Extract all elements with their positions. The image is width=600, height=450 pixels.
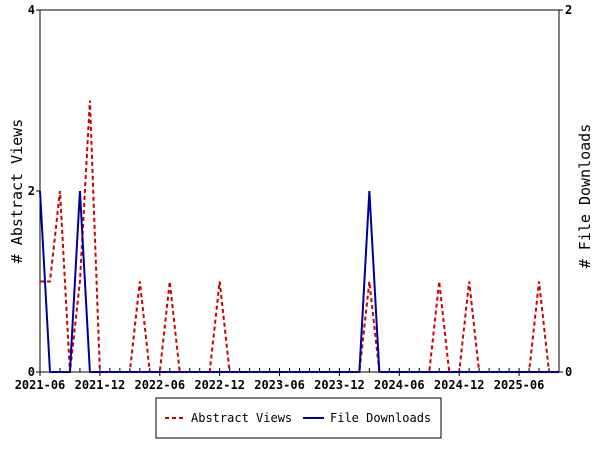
series-lines xyxy=(39,100,559,373)
x-tick-label: 2025-06 xyxy=(494,378,545,392)
y-right-tick-label: 2 xyxy=(565,3,572,17)
y-left-tick-label: 2 xyxy=(28,184,35,198)
x-axis-ticks: 2021-06 2021-12 2022-06 2022-12 2023-06 2023-… xyxy=(15,368,560,392)
plot-area xyxy=(39,9,560,373)
legend-label-abstract-views: Abstract Views xyxy=(191,411,292,425)
y-left-tick-label: 4 xyxy=(28,3,35,17)
y-axis-right-title: # File Downloads xyxy=(576,124,594,269)
legend-label-file-downloads: File Downloads xyxy=(330,411,431,425)
x-tick-label: 2023-12 xyxy=(314,378,365,392)
x-tick-label: 2021-06 xyxy=(15,378,66,392)
x-tick-label: 2021-12 xyxy=(75,378,126,392)
y-right-tick-label: 0 xyxy=(565,365,572,379)
x-tick-label: 2022-06 xyxy=(134,378,185,392)
x-tick-label: 2024-06 xyxy=(374,378,425,392)
x-tick-label: 2024-12 xyxy=(434,378,485,392)
y-axis-left-title: # Abstract Views xyxy=(8,119,26,264)
x-tick-label: 2023-06 xyxy=(254,378,305,392)
legend-box xyxy=(155,397,442,439)
legend: Abstract Views File Downloads xyxy=(155,397,442,439)
x-tick-label: 2022-12 xyxy=(194,378,245,392)
y-left-tick-label: 0 xyxy=(28,365,35,379)
y-axis-ticks: 0 2 4 0 2 xyxy=(28,3,572,379)
series-line-file-downloads xyxy=(39,190,559,373)
